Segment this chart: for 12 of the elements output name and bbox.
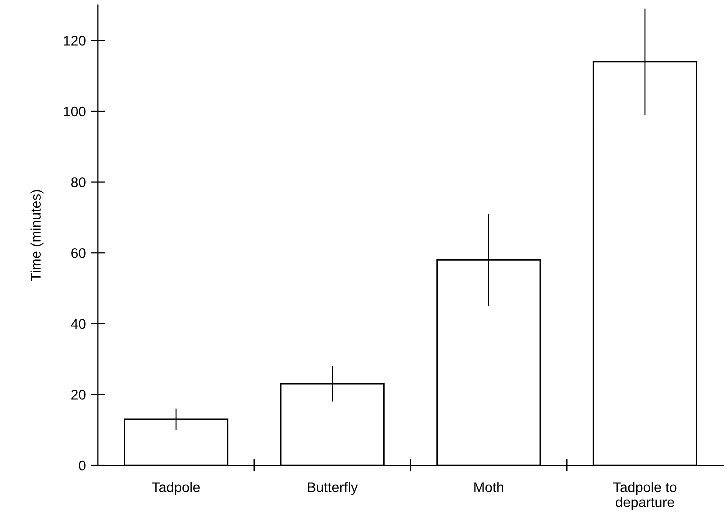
y-axis-title: Time (minutes) <box>30 190 44 282</box>
y-tick-label: 20 <box>72 390 86 400</box>
y-tick-label: 60 <box>72 248 86 258</box>
x-tick-label: Butterfly <box>308 482 358 496</box>
y-tick-label: 80 <box>71 178 86 188</box>
y-tick-label: 0 <box>79 460 86 471</box>
y-tick-label: 100 <box>64 106 86 117</box>
x-tick-label: Tadpole to departure <box>613 482 677 510</box>
y-tick-label: 40 <box>71 319 86 330</box>
x-tick-label: Tadpole <box>152 482 200 496</box>
y-tick-label: 120 <box>64 36 86 46</box>
x-tick-label: Moth <box>474 482 504 492</box>
